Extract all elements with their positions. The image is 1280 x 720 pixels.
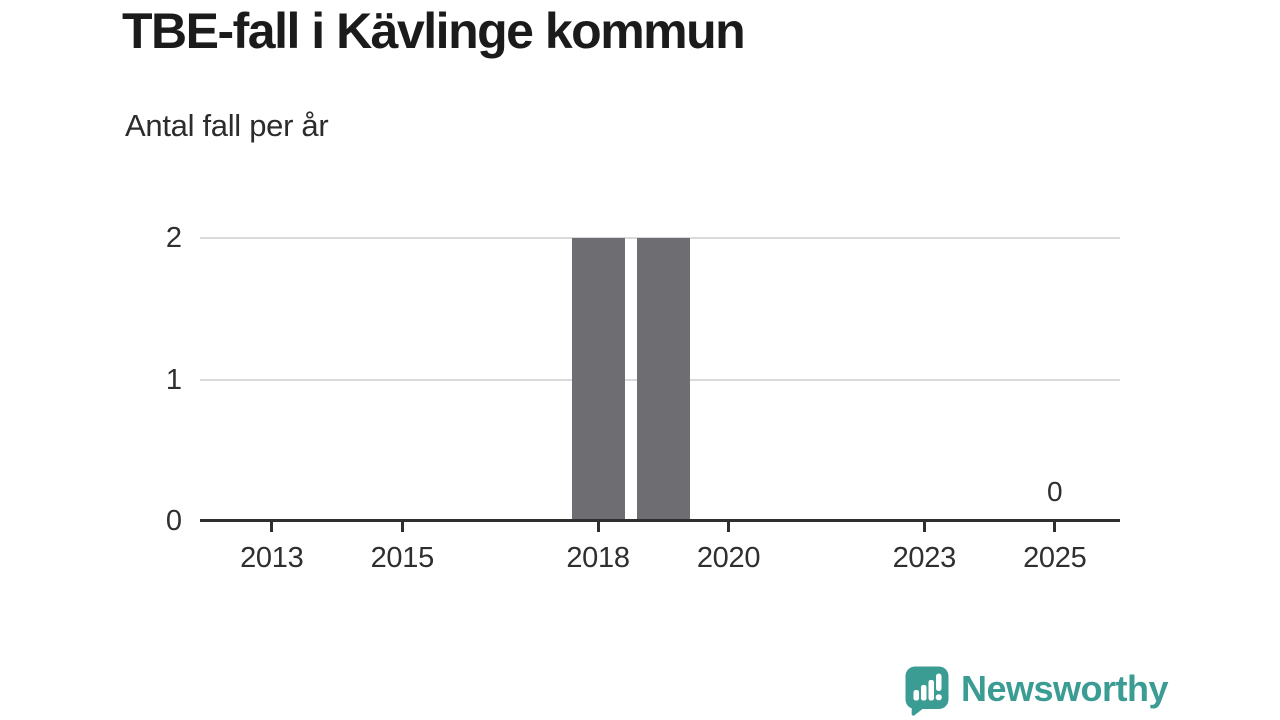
chart-subtitle: Antal fall per år <box>125 108 329 143</box>
y-tick-label-2: 2 <box>165 222 182 254</box>
y-tick-label-0: 0 <box>165 505 182 537</box>
x-tick-2020 <box>727 522 730 532</box>
icon-bar-2 <box>921 685 927 701</box>
icon-bar-3 <box>928 680 934 701</box>
newsworthy-logo: Newsworthy <box>905 666 1169 716</box>
newsworthy-logo-text: Newsworthy <box>961 668 1169 709</box>
newsworthy-speech-bubble-icon <box>905 666 949 716</box>
icon-exclamation-dot <box>935 694 942 701</box>
value-label-2025: 0 <box>1046 476 1063 507</box>
chart-title: TBE-fall i Kävlinge kommun <box>122 3 746 59</box>
x-tick-2023 <box>922 522 926 532</box>
x-tick-2013 <box>270 522 274 532</box>
x-tick-2015 <box>400 522 404 532</box>
x-tick-label-2013: 2013 <box>240 542 304 574</box>
icon-bar-1 <box>913 690 919 701</box>
x-tick-label-2025: 2025 <box>1023 542 1087 574</box>
x-tick-label-2023: 2023 <box>892 542 957 574</box>
x-tick-label-2018: 2018 <box>566 542 630 574</box>
x-tick-label-2015: 2015 <box>370 542 435 574</box>
x-tick-2025 <box>1053 522 1057 532</box>
y-tick-label-1: 1 <box>165 363 182 396</box>
x-tick-2018 <box>596 522 600 532</box>
x-tick-label-2020: 2020 <box>696 542 761 574</box>
bar-2019 <box>636 238 690 519</box>
bar-2018 <box>571 238 625 519</box>
icon-exclamation-stem <box>936 673 942 691</box>
x-axis-line <box>200 519 1120 522</box>
